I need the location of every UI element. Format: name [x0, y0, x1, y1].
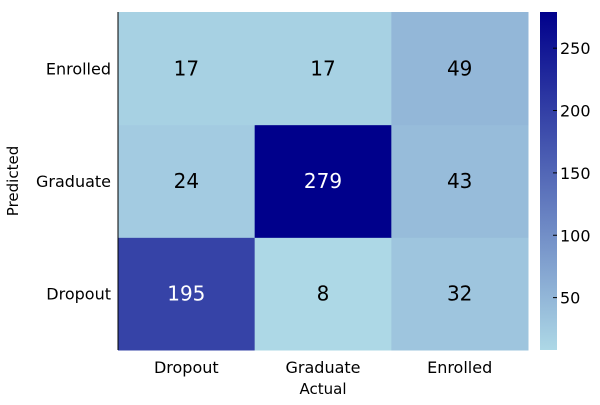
cell-value-label: 49 [447, 56, 472, 80]
y-tick-labels: Dropout Graduate Enrolled [36, 59, 111, 303]
x-tick-label: Dropout [154, 358, 219, 377]
heatmap-cell [118, 237, 256, 351]
colorbar-ticks: 50 100 150 200 250 [553, 39, 591, 308]
cell-value-label: 17 [174, 56, 199, 80]
heatmap-cell [254, 124, 392, 238]
cell-value-label: 279 [304, 169, 342, 193]
y-tick-label: Enrolled [46, 59, 111, 78]
colorbar-tick-label: 50 [560, 289, 580, 308]
colorbar-tick-label: 100 [560, 226, 591, 245]
cell-value-label: 8 [317, 282, 330, 306]
heatmap-cell [391, 237, 529, 351]
heatmap-cell [118, 12, 256, 126]
cell-value-label: 195 [167, 282, 205, 306]
cell-value-label: 32 [447, 282, 472, 306]
x-tick-labels: Dropout Graduate Enrolled [154, 358, 492, 377]
colorbar [540, 12, 557, 350]
heatmap-cell [391, 124, 529, 238]
cell-value-label: 43 [447, 169, 472, 193]
cell-value-label: 17 [310, 56, 335, 80]
heatmap-cell [118, 124, 256, 238]
colorbar-tick-label: 150 [560, 164, 591, 183]
heatmap-cell [254, 237, 392, 351]
y-tick-label: Dropout [46, 285, 111, 304]
heatmap-cells [118, 12, 529, 351]
heatmap-cell [391, 12, 529, 126]
heatmap-cell [254, 12, 392, 126]
y-tick-label: Graduate [36, 172, 111, 191]
colorbar-tick-label: 200 [560, 102, 591, 121]
x-axis-label: Actual [300, 380, 347, 398]
colorbar-tick-label: 250 [560, 39, 591, 58]
heatmap-cell-labels: 195 8 32 24 279 43 17 17 49 [167, 56, 472, 305]
cell-value-label: 24 [174, 169, 199, 193]
y-axis-label: Predicted [4, 146, 22, 216]
x-tick-label: Graduate [286, 358, 361, 377]
x-tick-label: Enrolled [427, 358, 492, 377]
